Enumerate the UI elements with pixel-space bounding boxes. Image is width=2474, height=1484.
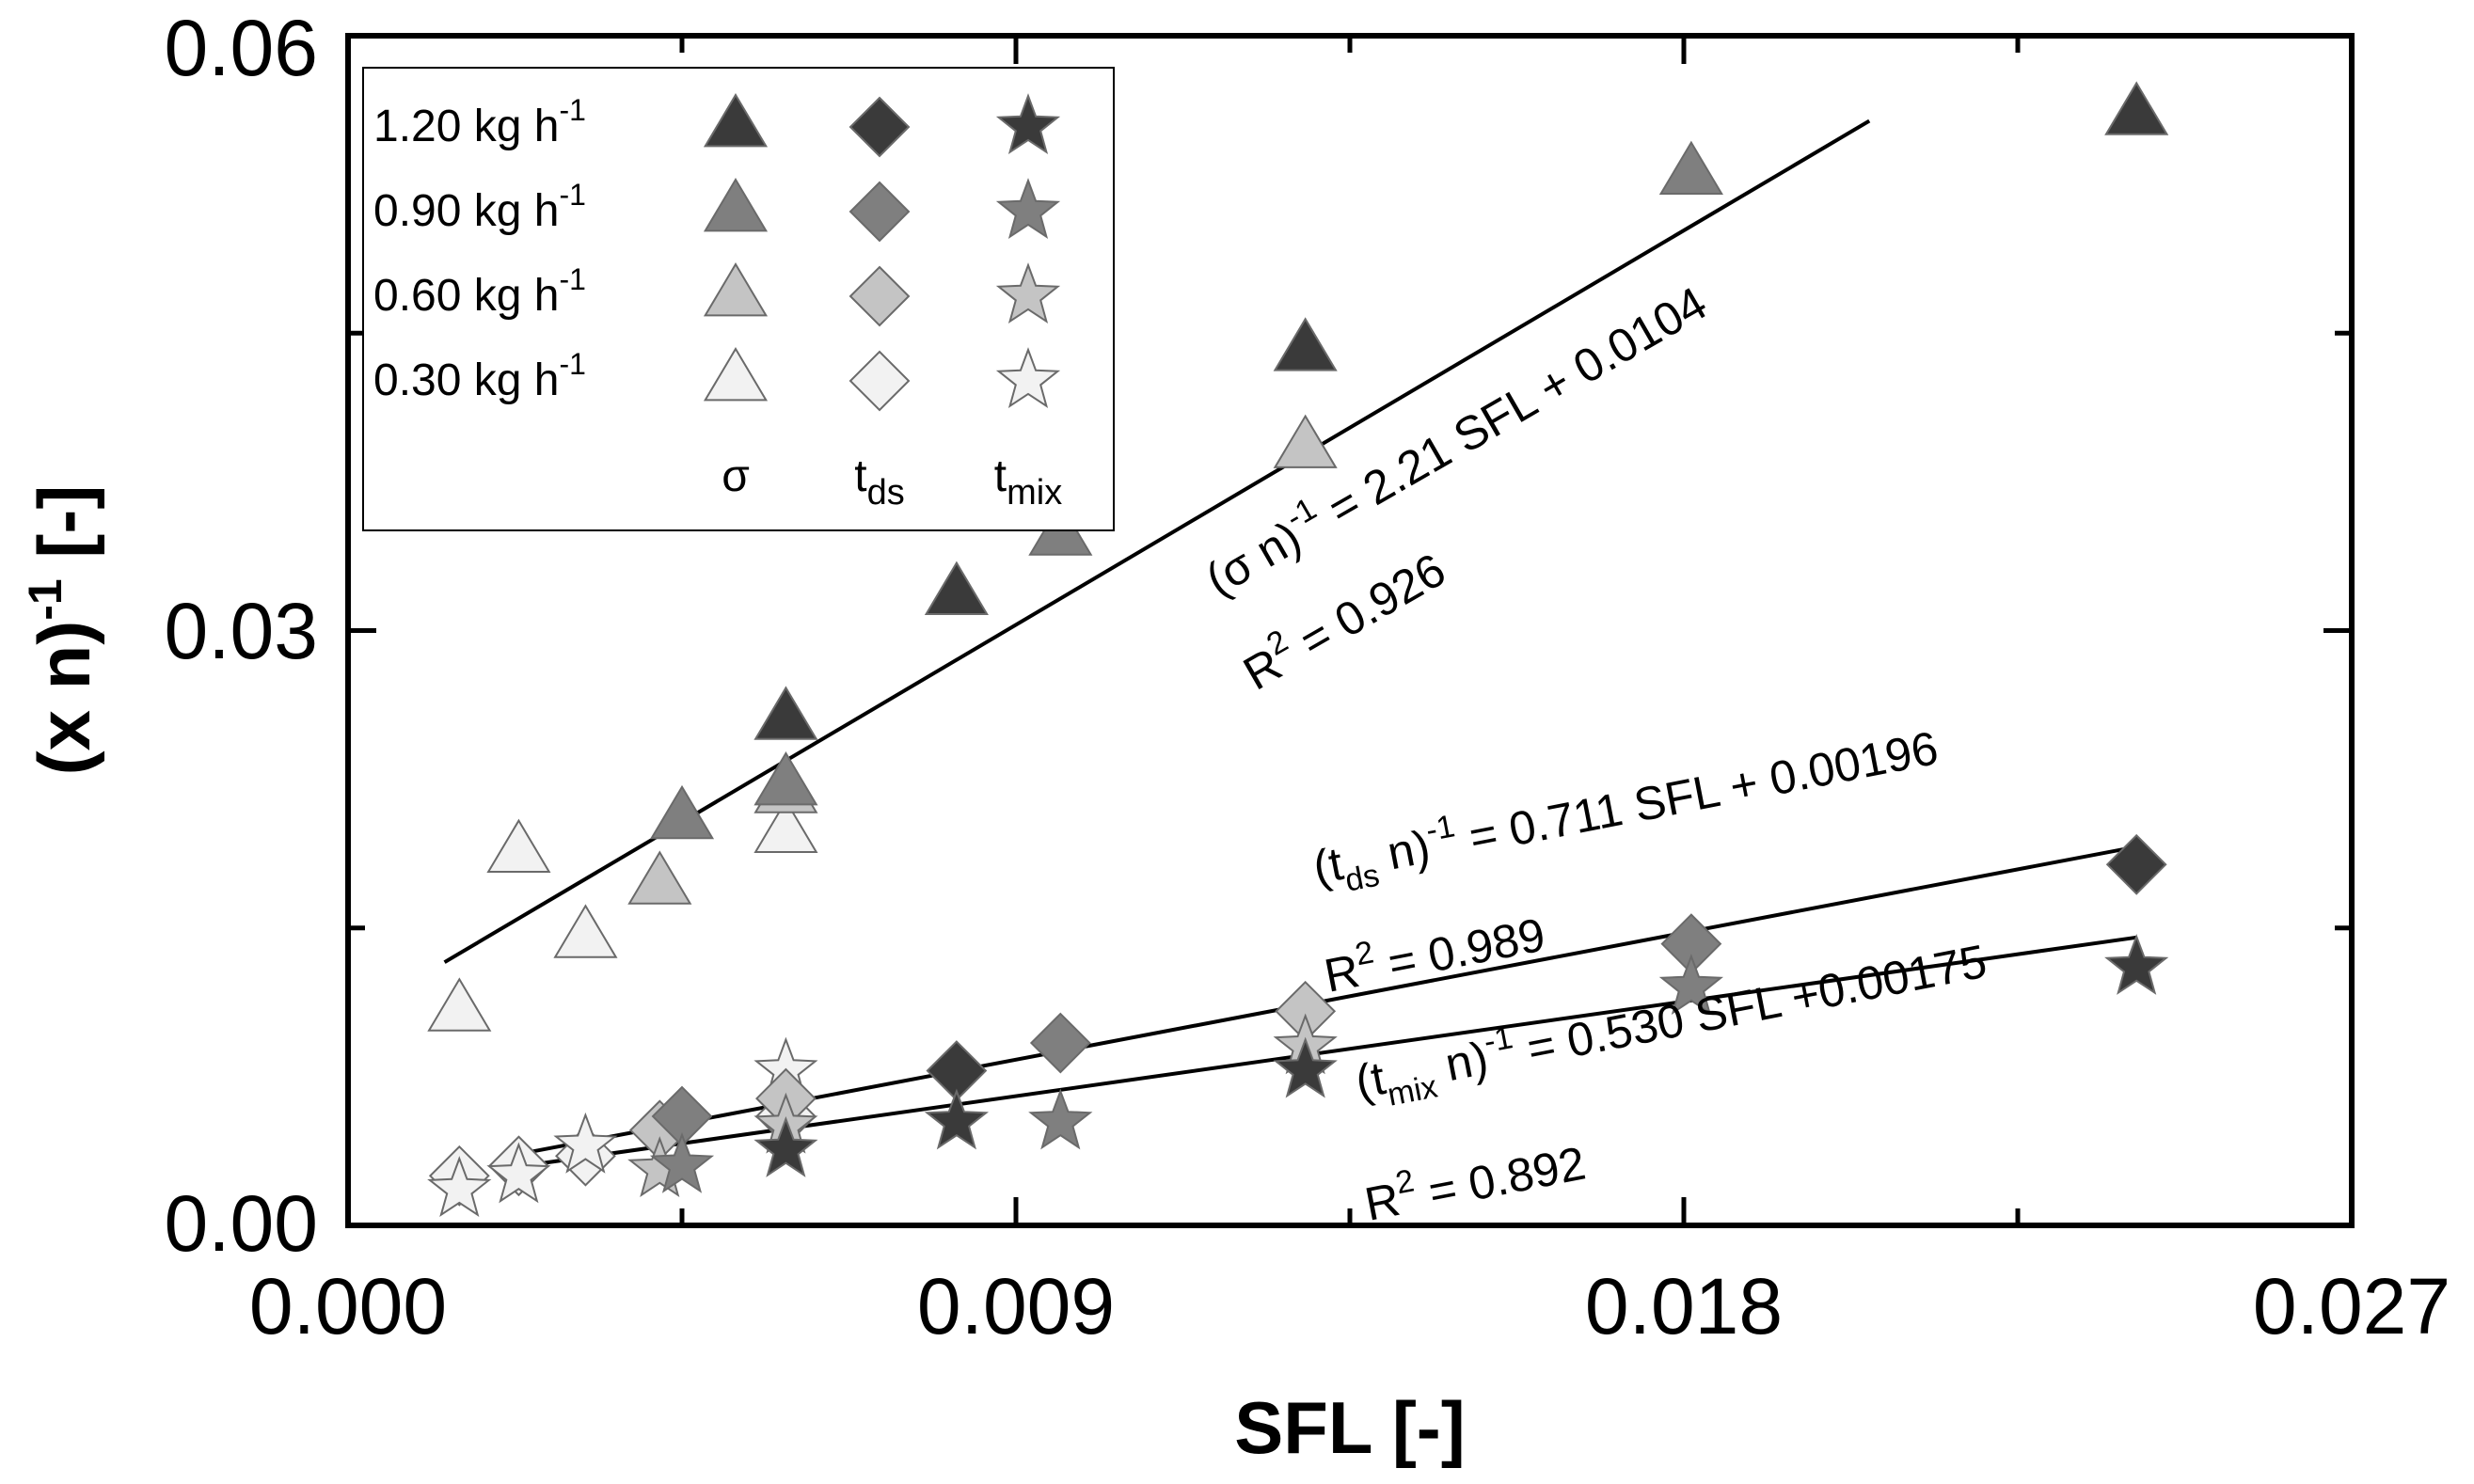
x-axis-title: SFL [-] xyxy=(1234,1386,1466,1469)
triangle-point xyxy=(2104,81,2169,135)
diamond-point xyxy=(2105,833,2167,895)
y-tick-label: 0.03 xyxy=(165,587,319,675)
star-point xyxy=(1273,1036,1338,1098)
star-point xyxy=(486,1142,551,1204)
star-point xyxy=(1028,1088,1093,1150)
legend-diamond-marker xyxy=(848,265,911,327)
star-point xyxy=(649,1131,715,1193)
triangle-point xyxy=(649,784,715,840)
x-tick-label: 0.027 xyxy=(2253,1262,2450,1350)
triangle-point xyxy=(1658,140,1723,195)
triangle-point xyxy=(553,904,618,958)
triangle-point xyxy=(627,850,692,905)
axis-ticks xyxy=(345,33,2355,1228)
legend-row-label: 1.20 kg h-1 xyxy=(373,93,586,151)
triangle-point xyxy=(1273,317,1338,371)
legend-diamond-marker xyxy=(848,96,911,158)
legend-row-label: 0.90 kg h-1 xyxy=(373,178,586,236)
triangle-point xyxy=(427,977,492,1032)
star-point xyxy=(553,1112,618,1174)
triangle-point xyxy=(753,686,818,740)
legend-triangle-marker xyxy=(703,178,769,232)
legend-col-sigma: σ xyxy=(722,451,750,501)
x-tick-label: 0.000 xyxy=(249,1262,447,1350)
legend: 1.20 kg h-1 0.90 kg h-1 0.60 kg h-1 0.30… xyxy=(362,67,1115,531)
star-point xyxy=(753,1116,818,1177)
legend-row-label: 0.60 kg h-1 xyxy=(373,262,586,321)
legend-diamond-marker xyxy=(848,350,911,412)
legend-diamond-marker xyxy=(848,181,911,243)
legend-triangle-marker xyxy=(703,93,769,148)
y-tick-labels: 0.00 0.03 0.06 xyxy=(165,4,319,1268)
legend-star-marker xyxy=(995,262,1061,324)
triangle-point xyxy=(753,798,818,853)
diamond-point xyxy=(1029,1012,1091,1074)
tmix-fit-r2: R2 = 0.892 xyxy=(1359,1130,1590,1231)
y-axis-title-sup: -1 xyxy=(19,578,71,620)
triangle-point xyxy=(1273,414,1338,468)
y-axis-title: (x n)-1 [-] xyxy=(19,485,105,776)
legend-col-tmix: tmix xyxy=(994,451,1062,513)
triangle-point xyxy=(753,750,818,806)
legend-triangle-marker xyxy=(703,262,769,317)
legend-star-marker xyxy=(995,178,1061,240)
sigma-fit-equation: (σ n)-1 = 2.21 SFL + 0.0104 xyxy=(1194,271,1716,607)
star-point xyxy=(427,1156,492,1218)
tds-fit-r2: R2 = 0.989 xyxy=(1319,902,1549,1002)
star-point xyxy=(2104,934,2169,995)
y-tick-label: 0.00 xyxy=(165,1179,319,1268)
x-tick-label: 0.018 xyxy=(1585,1262,1783,1350)
triangle-point xyxy=(924,560,989,615)
triangle-point xyxy=(486,818,551,874)
legend-markers xyxy=(703,93,1061,412)
y-axis-title-main: (x n) xyxy=(23,621,105,776)
legend-row-label: 0.30 kg h-1 xyxy=(373,347,586,405)
legend-col-tds: tds xyxy=(854,451,904,513)
y-axis-title-tail: [-] xyxy=(23,485,105,579)
y-tick-label: 0.06 xyxy=(165,4,319,92)
legend-star-marker xyxy=(995,93,1061,155)
x-tick-labels: 0.000 0.009 0.018 0.027 xyxy=(249,1262,2450,1350)
x-tick-label: 0.009 xyxy=(917,1262,1115,1350)
legend-triangle-marker xyxy=(703,347,769,402)
star-point xyxy=(1658,954,1724,1016)
legend-star-marker xyxy=(995,347,1061,409)
tds-fit-equation: (tds n)-1 = 0.711 SFL + 0.00196 xyxy=(1308,715,1944,904)
star-point xyxy=(924,1088,990,1150)
